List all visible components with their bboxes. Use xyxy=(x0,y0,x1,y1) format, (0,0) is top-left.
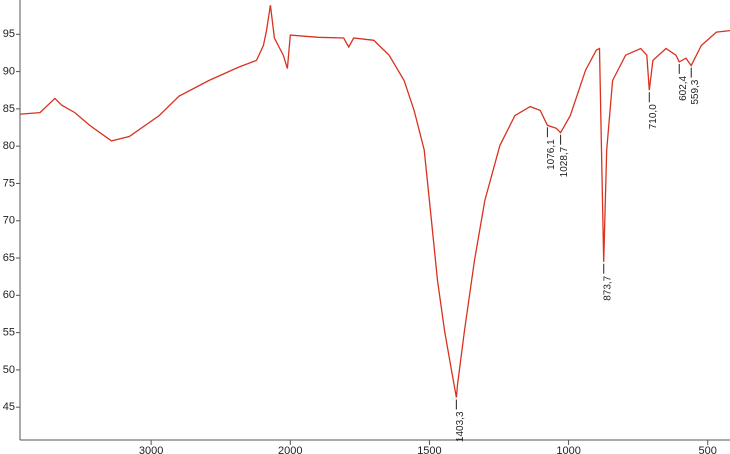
peak-label: 1028,7 xyxy=(559,146,570,177)
x-tick-label: 1000 xyxy=(556,445,580,454)
peak-label: 873,7 xyxy=(602,275,613,300)
peak-label: 559,3 xyxy=(690,79,701,104)
peak-label: 710,0 xyxy=(648,104,659,129)
y-tick-label: 80 xyxy=(3,140,15,152)
x-tick-label: 2000 xyxy=(278,445,302,454)
x-tick-label: 1500 xyxy=(417,445,441,454)
y-tick-label: 70 xyxy=(3,215,15,227)
y-tick-label: 95 xyxy=(3,28,15,40)
x-tick-label: 500 xyxy=(699,445,717,454)
y-tick-label: 85 xyxy=(3,103,15,115)
y-tick-label: 90 xyxy=(3,65,15,77)
y-tick-label: 50 xyxy=(3,364,15,376)
x-tick-label: 3000 xyxy=(139,445,163,454)
y-tick-label: 65 xyxy=(3,252,15,264)
y-tick-label: 60 xyxy=(3,289,15,301)
peak-label: 1403,3 xyxy=(455,411,466,442)
y-tick-label: 45 xyxy=(3,401,15,413)
peak-label: 602,4 xyxy=(678,75,689,100)
peak-label: 1076,1 xyxy=(546,139,557,170)
y-tick-label: 55 xyxy=(3,327,15,339)
y-tick-label: 75 xyxy=(3,177,15,189)
spectrum-line xyxy=(20,5,730,398)
